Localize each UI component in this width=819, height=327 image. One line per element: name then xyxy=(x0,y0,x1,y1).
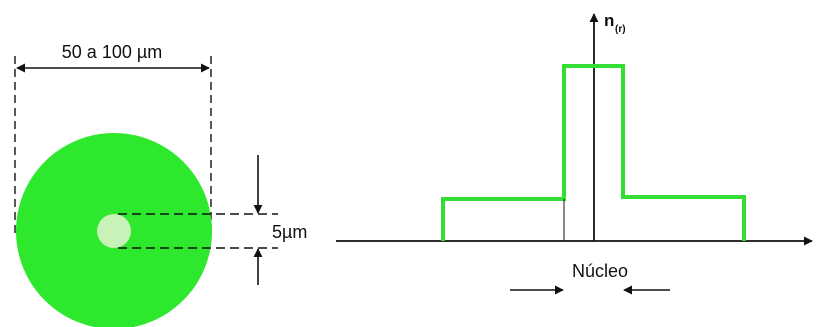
index-profile-curve xyxy=(441,64,746,241)
outer-diameter-label: 50 a 100 µm xyxy=(62,42,162,62)
index-profile: n (r) Núcleo xyxy=(336,11,813,295)
index-axis-label-subscript: (r) xyxy=(615,24,626,35)
index-axis-label: n xyxy=(604,11,614,30)
core-label: Núcleo xyxy=(572,261,628,281)
fiber-core xyxy=(97,214,131,248)
core-diameter-label: 5µm xyxy=(272,222,307,242)
fiber-cross-section: 50 a 100 µm 5µm xyxy=(14,42,307,327)
